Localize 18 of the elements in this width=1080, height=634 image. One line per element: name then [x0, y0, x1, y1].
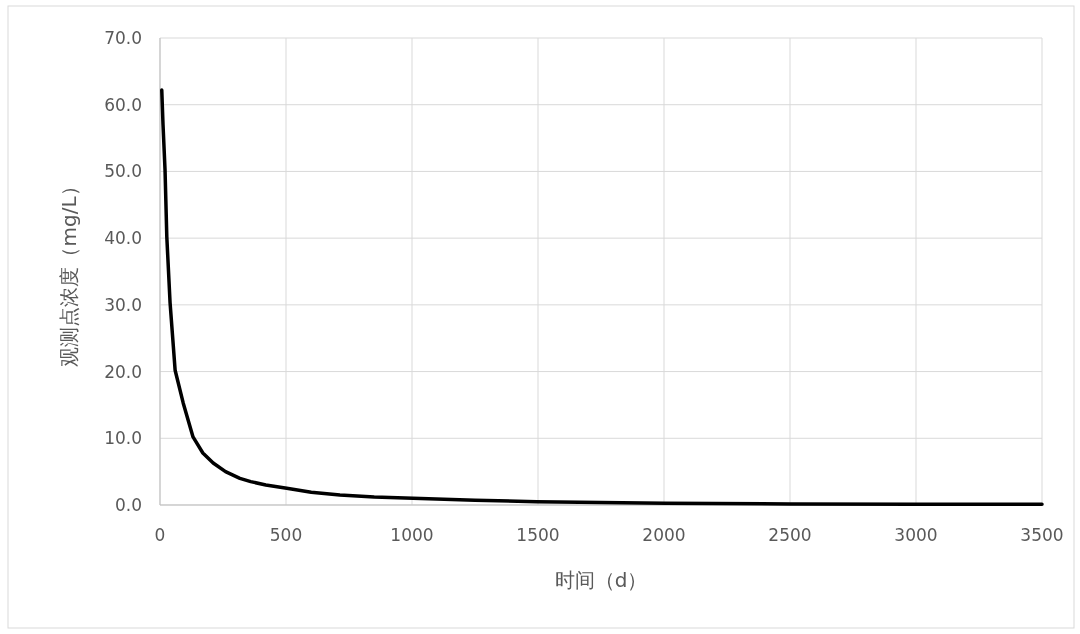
- x-tick-label: 2500: [768, 525, 812, 545]
- y-tick-label: 50.0: [104, 161, 142, 182]
- x-tick-label: 500: [269, 525, 303, 545]
- x-tick-label: 3500: [1020, 525, 1064, 545]
- y-tick-label: 20.0: [104, 361, 142, 382]
- y-tick-label: 0.0: [114, 495, 142, 515]
- x-tick-label: 2000: [642, 525, 686, 545]
- y-tick-label: 40.0: [104, 228, 142, 249]
- x-tick-label: 1500: [516, 525, 560, 545]
- y-tick-label: 10.0: [104, 428, 142, 449]
- y-tick-label: 30.0: [104, 294, 142, 315]
- x-axis-title: 时间（d）: [554, 568, 648, 592]
- x-tick-label: 0: [154, 525, 166, 545]
- y-axis-title: 观测点浓度（mg/L）: [57, 176, 81, 367]
- x-tick-label: 3000: [894, 525, 938, 545]
- y-tick-label: 70.0: [104, 28, 142, 48]
- y-tick-label: 60.0: [104, 94, 142, 115]
- x-tick-label: 1000: [390, 525, 434, 545]
